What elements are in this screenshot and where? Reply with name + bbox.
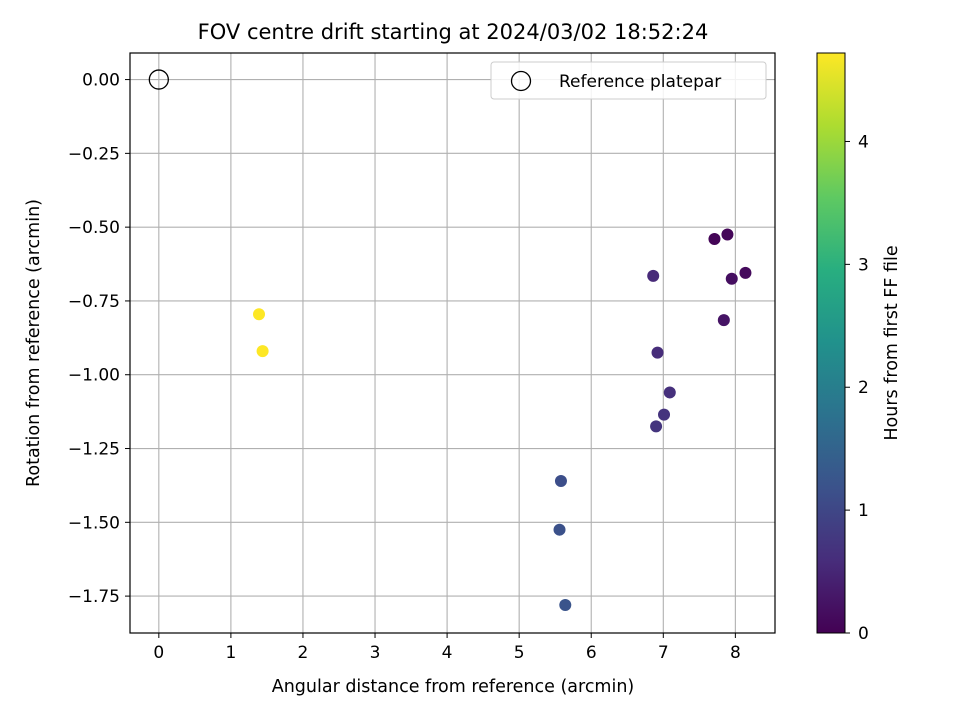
colorbar-ticks: 0 1 2 3 4 <box>845 132 869 644</box>
x-tick-label: 6 <box>586 643 597 663</box>
data-point <box>559 598 572 611</box>
data-point <box>739 266 752 279</box>
x-axis-label: Angular distance from reference (arcmin) <box>272 677 635 697</box>
data-point <box>554 474 567 487</box>
colorbar-tick-label: 2 <box>858 378 869 398</box>
y-tick-label: −1.50 <box>68 513 120 533</box>
y-tick-label: −0.50 <box>68 218 120 238</box>
data-point <box>253 308 265 321</box>
data-point <box>725 272 738 285</box>
data-point <box>717 314 730 327</box>
y-tick-label: −1.25 <box>68 440 120 460</box>
y-tick-label: −1.00 <box>68 366 120 386</box>
x-tick-label: 1 <box>225 643 236 663</box>
reference-point <box>148 69 169 90</box>
x-tick-label: 4 <box>442 643 453 663</box>
y-tick-label: −0.75 <box>68 292 120 312</box>
legend: Reference platepar <box>490 61 767 100</box>
data-point <box>256 345 269 358</box>
data-point <box>553 523 566 536</box>
colorbar: 0 1 2 3 4 Hours from first FF file <box>816 52 902 644</box>
x-tick-label: 5 <box>514 643 525 663</box>
x-tick-label: 0 <box>153 643 164 663</box>
data-point <box>721 228 734 241</box>
y-axis-label: Rotation from reference (arcmin) <box>24 199 44 487</box>
y-tick-label: −0.25 <box>68 144 120 164</box>
y-axis: 0.00 −0.25 −0.50 −0.75 −1.00 −1.25 −1.50 −1.75 <box>68 71 130 607</box>
x-axis: 0 1 2 3 4 5 6 7 8 <box>153 633 741 663</box>
colorbar-tick-label: 0 <box>858 624 869 644</box>
plot-frame <box>129 52 776 634</box>
colorbar-tick-label: 4 <box>858 132 869 152</box>
colorbar-label: Hours from first FF file <box>882 245 902 440</box>
data-points <box>148 69 752 611</box>
colorbar-tick-label: 3 <box>858 255 869 275</box>
data-point <box>708 232 721 245</box>
x-tick-label: 8 <box>730 643 741 663</box>
legend-box <box>490 61 767 100</box>
data-point <box>663 386 676 399</box>
grid <box>130 53 775 633</box>
x-tick-label: 2 <box>298 643 309 663</box>
data-point <box>647 269 660 282</box>
chart-title: FOV centre drift starting at 2024/03/02 … <box>198 20 709 44</box>
legend-reference-marker <box>510 70 532 92</box>
colorbar-gradient <box>816 52 846 634</box>
y-tick-label: −1.75 <box>68 587 120 607</box>
data-point <box>650 420 663 433</box>
x-tick-label: 7 <box>658 643 669 663</box>
x-tick-label: 3 <box>370 643 381 663</box>
legend-entry-label: Reference platepar <box>559 72 721 92</box>
data-point <box>658 408 671 421</box>
colorbar-tick-label: 1 <box>858 501 869 521</box>
data-point <box>651 346 664 359</box>
y-tick-label: 0.00 <box>82 71 120 91</box>
